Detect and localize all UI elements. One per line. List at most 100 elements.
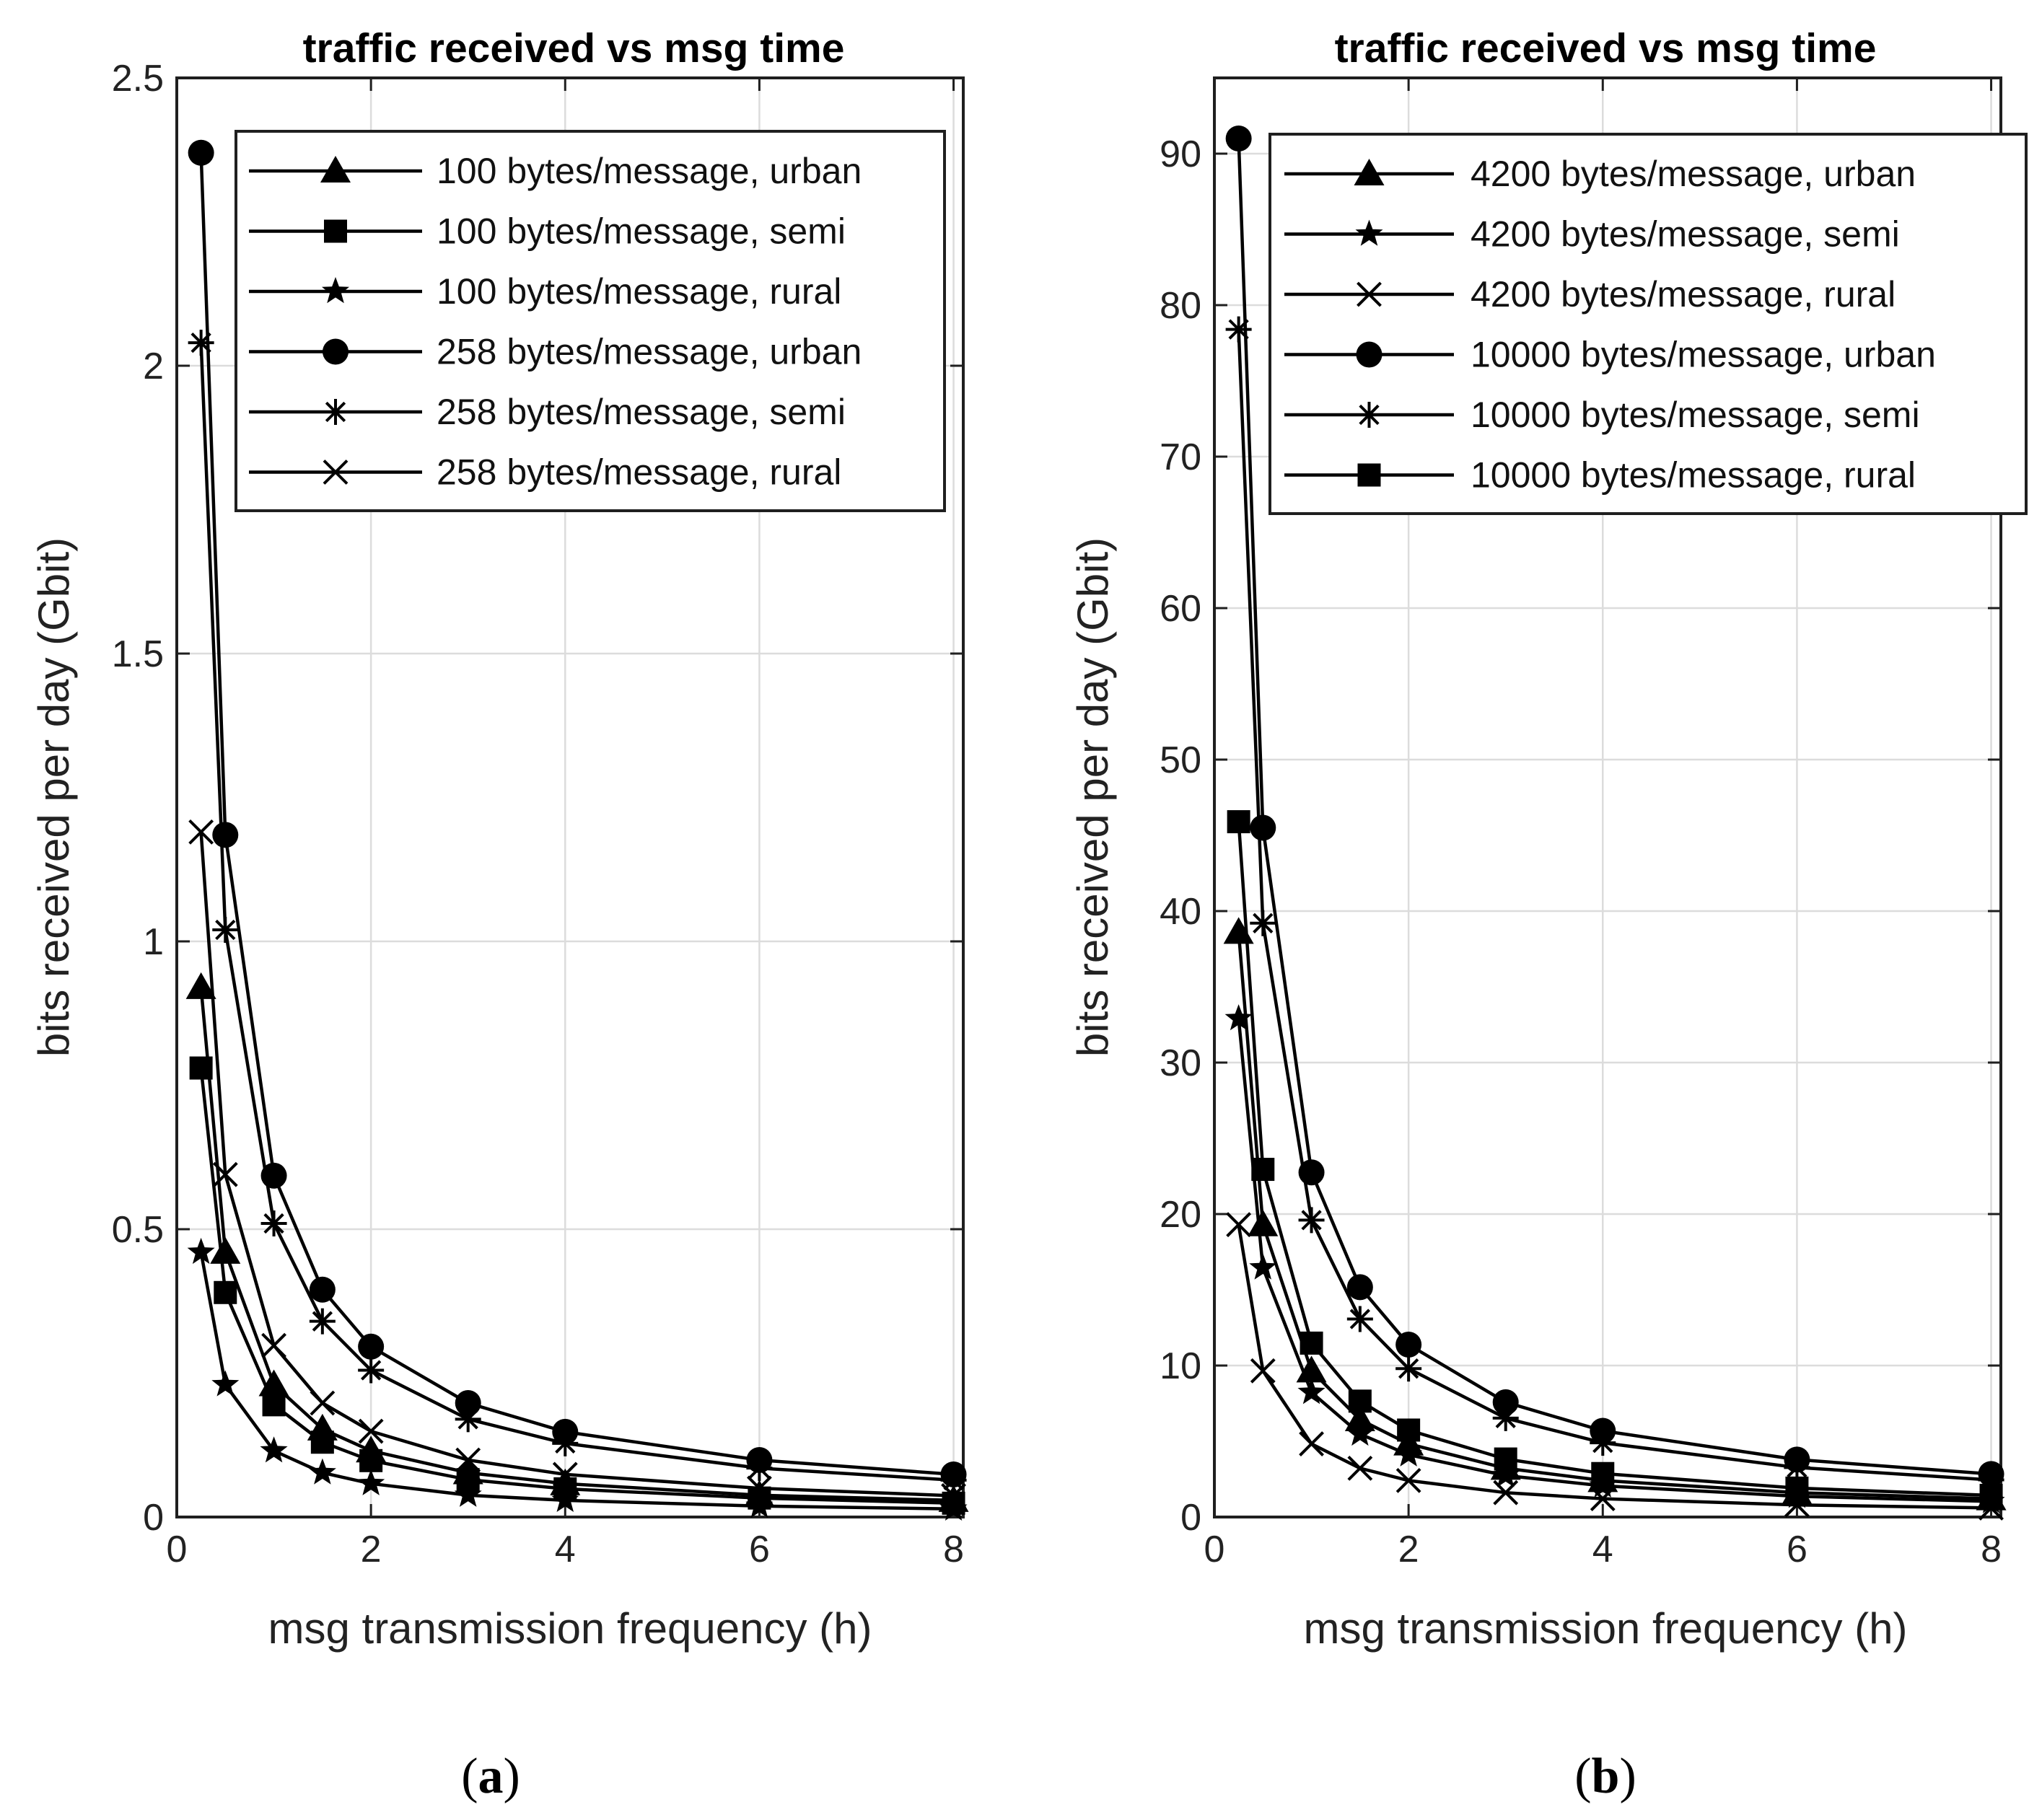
chart-a-data-point	[308, 1458, 336, 1485]
chart-b-data-point	[1395, 1355, 1422, 1382]
chart-a-data-point	[358, 1357, 385, 1384]
chart-a-data-point	[310, 1390, 336, 1416]
chart-a-plot-frame	[175, 76, 965, 1518]
chart-a-x-tick-label: 0	[167, 1529, 188, 1570]
chart-a-data-point	[940, 1467, 967, 1493]
chart-a-legend-label: 100 bytes/message, urban	[437, 151, 862, 191]
chart-b-x-tick-label: 0	[1204, 1529, 1225, 1570]
chart-b-data-point	[1300, 1331, 1323, 1355]
chart-a-panel-label: (a)	[461, 1749, 520, 1804]
chart-b-data-point	[1785, 1476, 1809, 1500]
chart-a-data-point	[551, 1485, 579, 1512]
chart-b-y-axis-label: bits received per day (Gbit)	[1069, 537, 1117, 1057]
chart-a-series	[185, 139, 969, 1521]
chart-b-legend-marker	[1357, 463, 1381, 487]
chart-b-data-point	[1298, 1207, 1325, 1234]
chart-b-plot-frame	[1213, 76, 2002, 1518]
chart-b-data-point	[1591, 1461, 1615, 1485]
chart-b-legend-marker	[1356, 402, 1382, 428]
chart-a-x-axis-label: msg transmission frequency (h)	[268, 1604, 872, 1653]
chart-b-legend: 4200 bytes/message, urban 4200 bytes/mess…	[1268, 133, 2028, 515]
chart-b-y-tick-label: 80	[1160, 285, 1201, 327]
chart-b-y-tick-label: 60	[1160, 588, 1201, 630]
chart-b-data-point	[1250, 1358, 1276, 1384]
chart-a-title: traffic received vs msg time	[303, 25, 845, 71]
chart-a-panel-letter: a	[478, 1749, 504, 1804]
chart-b-data-point	[1979, 1483, 2003, 1507]
chart-b-x-tick-label: 6	[1787, 1529, 1807, 1570]
chart-a-legend-box	[235, 130, 946, 512]
chart-a-data-point	[455, 1447, 481, 1473]
chart-a-data-point	[358, 1418, 384, 1444]
chart-b-legend-box	[1268, 133, 2028, 515]
chart-b-data-point	[1225, 126, 1252, 151]
chart-b-legend-label: 10000 bytes/message, semi	[1471, 395, 1920, 435]
chart-b-legend-label: 10000 bytes/message, rural	[1471, 455, 1916, 496]
chart-a-legend-marker	[320, 156, 351, 183]
chart-b-title: traffic received vs msg time	[1335, 25, 1877, 71]
chart-a-x-tick-label: 2	[361, 1529, 382, 1570]
chart-a-legend-marker	[324, 219, 347, 243]
chart-b-legend-label: 4200 bytes/message, urban	[1471, 154, 1916, 194]
chart-b-data-point	[1493, 1480, 1519, 1505]
chart-a-data-point	[939, 1494, 968, 1521]
chart-a-y-tick-label: 2	[143, 346, 164, 387]
chart-b-panel-close: )	[1619, 1749, 1636, 1804]
chart-b-data-point	[1299, 1431, 1324, 1456]
chart-b-data-point	[1494, 1447, 1517, 1471]
chart-a-series-line-1	[199, 987, 954, 1503]
chart-a-data-point	[212, 1161, 238, 1187]
chart-a-x-tick-label: 4	[555, 1529, 576, 1570]
chart-b-panel-open: (	[1574, 1749, 1591, 1804]
chart-b-data-point	[1590, 1430, 1616, 1456]
chart-b-panel-label: (b)	[1574, 1749, 1636, 1804]
chart-b-x-tick-label: 8	[1981, 1529, 2002, 1570]
chart-a-y-tick-label: 0	[143, 1497, 164, 1539]
chart-b-y-tick-label: 50	[1160, 739, 1201, 781]
chart-b-data-point	[1223, 917, 1254, 944]
chart-b-data-point	[1395, 1332, 1422, 1358]
chart-b-data-point	[1297, 1378, 1325, 1404]
chart-a-data-point	[212, 917, 239, 944]
chart-b-y-tick-label: 0	[1180, 1497, 1201, 1539]
chart-b-x-tick-label: 4	[1592, 1529, 1613, 1570]
chart-a-legend-label: 258 bytes/message, semi	[437, 392, 846, 432]
chart-b-data-point	[1492, 1404, 1519, 1431]
chart-a-x-tick-label: 8	[943, 1529, 964, 1570]
chart-b-y-tick-label: 40	[1160, 891, 1201, 933]
chart-b-series	[1223, 126, 2007, 1521]
chart-a-data-point	[188, 139, 214, 166]
chart-a-data-point	[211, 1370, 240, 1397]
chart-a-legend-label: 100 bytes/message, semi	[437, 211, 846, 252]
chart-a-data-point	[745, 1491, 774, 1518]
chart-a-data-point	[454, 1480, 482, 1507]
chart-a-y-tick-label: 1	[143, 921, 164, 963]
chart-a-data-point	[310, 1430, 334, 1454]
chart-a-panel-close: )	[504, 1749, 520, 1804]
chart-a-legend-label: 258 bytes/message, urban	[437, 332, 862, 372]
chart-b-data-point	[1395, 1440, 1423, 1467]
chart-a-data-point	[189, 1056, 213, 1080]
chart-a-data-point	[260, 1210, 287, 1237]
chart-b-y-tick-label: 70	[1160, 436, 1201, 478]
chart-a-y-tick-label: 0.5	[112, 1209, 164, 1251]
chart-a-legend-marker	[323, 338, 349, 365]
chart-b-y-tick-label: 30	[1160, 1042, 1201, 1084]
chart-a-data-point	[188, 330, 214, 356]
chart-b-data-point	[1395, 1467, 1421, 1493]
chart-a-data-point	[455, 1389, 481, 1416]
chart-a-data-point	[358, 1333, 385, 1360]
chart-a-data-point	[455, 1406, 481, 1433]
chart-a-x-tick-label: 6	[749, 1529, 770, 1570]
chart-a-data-point	[214, 1280, 237, 1304]
chart-b-data-point	[1347, 1455, 1373, 1481]
chart-a-data-point	[941, 1483, 966, 1508]
chart-b-data-point	[1227, 810, 1250, 834]
chart-b-legend-label: 10000 bytes/message, urban	[1471, 335, 1936, 375]
chart-b-x-tick-label: 2	[1398, 1529, 1419, 1570]
chart-a-y-tick-label: 1.5	[112, 633, 164, 675]
chart-a-legend-marker	[323, 399, 349, 425]
chart-b-y-tick-label: 90	[1160, 133, 1201, 175]
chart-b-x-axis-label: msg transmission frequency (h)	[1304, 1604, 1908, 1653]
